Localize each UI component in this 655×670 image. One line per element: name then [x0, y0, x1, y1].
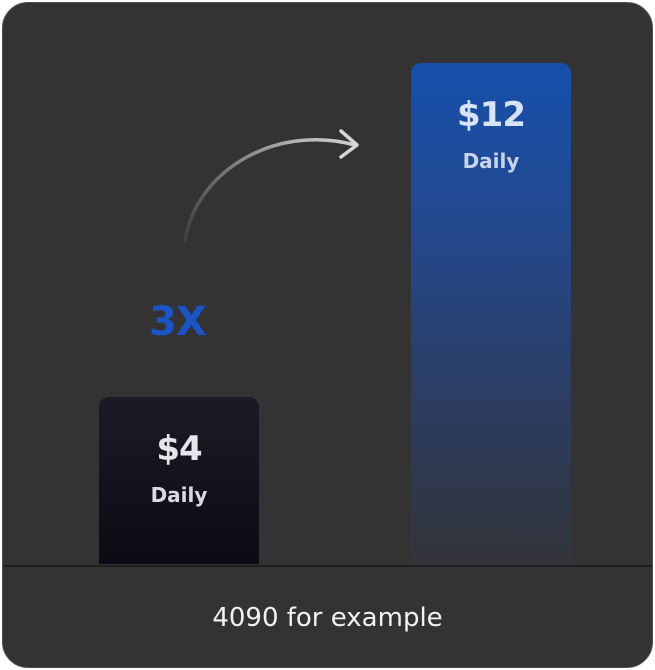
- growth-arrow-icon: [183, 129, 359, 243]
- chart-baseline: [3, 565, 652, 567]
- bar-small-caption: Daily: [150, 483, 208, 507]
- bar-small-value-label: $4: [156, 429, 202, 469]
- bar-large-value-label: $12: [457, 95, 526, 135]
- bar-small: $4 Daily: [99, 397, 259, 564]
- multiplier-annotation: 3X: [149, 299, 207, 345]
- chart-footnote: 4090 for example: [212, 603, 443, 633]
- bar-large-caption: Daily: [462, 149, 520, 173]
- bar-large: $12 Daily: [411, 63, 571, 564]
